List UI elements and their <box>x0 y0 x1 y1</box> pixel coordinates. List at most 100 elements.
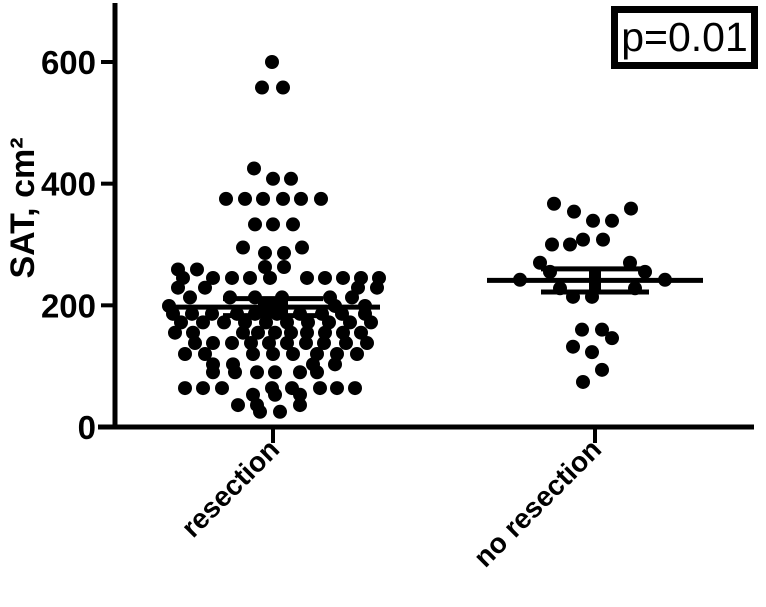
y-tick-label: 600 <box>41 44 96 81</box>
data-point <box>576 374 590 389</box>
y-tick-label: 200 <box>41 287 96 324</box>
data-point <box>268 365 282 380</box>
data-point <box>247 161 261 176</box>
data-point <box>168 325 182 340</box>
data-point <box>336 270 350 285</box>
data-point <box>266 347 280 361</box>
data-point <box>273 404 287 419</box>
data-point <box>300 270 314 285</box>
data-point <box>313 381 327 396</box>
data-point <box>293 398 307 413</box>
data-point <box>225 336 239 351</box>
data-point <box>262 336 276 351</box>
data-point <box>293 365 307 380</box>
data-point <box>186 325 200 340</box>
data-point <box>605 331 619 346</box>
data-point <box>248 217 262 232</box>
data-point <box>225 270 239 285</box>
data-point <box>310 365 324 380</box>
data-point <box>206 270 220 285</box>
data-point <box>206 336 220 351</box>
data-point <box>623 255 637 270</box>
y-tick-label: 400 <box>41 166 96 203</box>
data-point <box>219 191 233 206</box>
data-point <box>276 80 290 95</box>
data-point <box>343 315 357 330</box>
data-point <box>318 325 332 340</box>
data-point <box>354 325 368 340</box>
data-point <box>299 336 313 351</box>
data-point <box>284 171 298 186</box>
data-point <box>547 196 561 211</box>
data-point <box>188 336 202 351</box>
data-point <box>330 381 344 396</box>
data-point <box>360 336 374 351</box>
data-point <box>605 213 619 228</box>
data-point <box>370 280 384 295</box>
data-point <box>339 336 353 351</box>
data-point <box>258 260 272 275</box>
data-point <box>244 336 258 351</box>
data-point <box>178 347 192 361</box>
y-axis-label: SAT, cm² <box>4 137 42 278</box>
data-point <box>350 347 364 361</box>
data-point <box>206 365 220 380</box>
data-point <box>215 381 229 396</box>
data-point <box>251 325 265 340</box>
data-point <box>238 191 252 206</box>
data-point <box>238 315 252 330</box>
data-point <box>624 201 638 216</box>
data-point <box>317 336 331 351</box>
data-point <box>255 80 269 95</box>
data-point <box>300 325 314 340</box>
data-point <box>256 191 270 206</box>
data-point <box>293 387 307 402</box>
y-tick-label: 0 <box>78 409 96 446</box>
data-point <box>228 365 242 380</box>
x-category-label: resection <box>175 433 285 543</box>
data-point <box>280 336 294 351</box>
p-value-box: p=0.01 <box>611 6 758 69</box>
data-point <box>318 270 332 285</box>
data-point <box>286 347 300 361</box>
data-point <box>295 240 309 255</box>
data-point <box>246 347 260 361</box>
data-point <box>596 232 610 247</box>
data-point <box>196 381 210 396</box>
data-point <box>576 232 590 247</box>
data-point <box>178 381 192 396</box>
data-point <box>263 270 277 285</box>
data-point <box>268 387 282 402</box>
data-point <box>265 55 279 69</box>
data-point <box>259 315 273 330</box>
data-point <box>595 362 609 377</box>
data-point <box>268 325 282 340</box>
data-point <box>595 322 609 337</box>
data-point <box>217 315 231 330</box>
data-point <box>174 315 188 330</box>
data-point <box>190 262 204 277</box>
data-point <box>277 246 291 261</box>
data-point <box>236 325 250 340</box>
data-point <box>277 260 291 275</box>
data-point <box>545 237 559 252</box>
data-point <box>236 240 250 255</box>
x-category-label: no resection <box>468 433 608 573</box>
data-point <box>314 191 328 206</box>
data-point <box>253 404 267 419</box>
data-point <box>258 246 272 261</box>
data-point <box>205 306 219 321</box>
data-point <box>294 191 308 206</box>
data-point <box>301 315 315 330</box>
data-point <box>198 280 212 295</box>
data-point <box>266 217 280 232</box>
data-point <box>266 171 280 186</box>
data-point <box>345 290 359 305</box>
data-point <box>575 322 589 337</box>
data-point <box>198 347 212 361</box>
data-point <box>567 204 581 219</box>
data-point <box>185 306 199 321</box>
data-point <box>250 365 264 380</box>
